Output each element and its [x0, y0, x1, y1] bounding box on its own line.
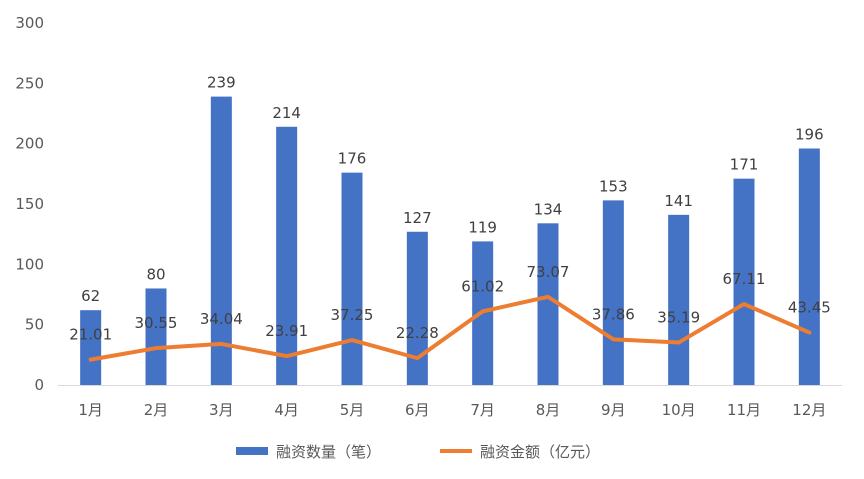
bar-value-label: 62 [81, 287, 100, 305]
x-tick-label: 7月 [470, 401, 495, 419]
x-tick-label: 10月 [662, 401, 696, 419]
x-tick-label: 12月 [792, 401, 826, 419]
bar-value-label: 80 [146, 265, 165, 283]
y-tick-label: 0 [34, 376, 44, 394]
x-tick-label: 1月 [78, 401, 103, 419]
line-value-label: 61.02 [461, 277, 504, 295]
y-tick-label: 50 [25, 316, 44, 334]
y-tick-label: 200 [15, 135, 44, 153]
line-value-label: 67.11 [723, 270, 766, 288]
line-value-label: 35.19 [657, 309, 700, 327]
bar [733, 178, 755, 385]
line-path [88, 294, 812, 362]
x-tick-label: 4月 [274, 401, 299, 419]
bar [537, 223, 559, 385]
legend-label-bar-series: 融资数量（笔） [276, 443, 381, 461]
x-tick-label: 2月 [144, 401, 169, 419]
bar [80, 310, 102, 385]
line-value-label: 23.91 [265, 322, 308, 340]
bar [406, 231, 428, 385]
bar [276, 126, 298, 386]
y-tick-label: 250 [15, 74, 44, 92]
legend: 融资数量（笔） 融资金额（亿元） [236, 443, 600, 461]
bar-series [80, 96, 820, 386]
legend-label-line-series: 融资金额（亿元） [480, 443, 600, 461]
bar [798, 148, 820, 385]
x-tick-label: 3月 [209, 401, 234, 419]
line-value-label: 21.01 [69, 326, 112, 344]
bar-value-label: 141 [664, 192, 693, 210]
x-tick-label: 8月 [536, 401, 561, 419]
line-value-label: 34.04 [200, 310, 243, 328]
bar [602, 200, 624, 385]
bar-value-label: 127 [403, 209, 432, 227]
bar-value-label: 214 [272, 104, 301, 122]
bar [341, 172, 363, 385]
line-data-labels: 21.01 30.55 34.04 23.91 37.25 22.28 61.02 73.07… [69, 263, 831, 344]
bar-value-label: 153 [599, 177, 628, 195]
y-tick-label: 150 [15, 195, 44, 213]
bar [145, 288, 167, 385]
line-value-label: 22.28 [396, 324, 439, 342]
bar-value-label: 119 [468, 218, 497, 236]
bar [210, 96, 232, 386]
x-tick-label: 6月 [405, 401, 430, 419]
bar-value-label: 134 [534, 200, 563, 218]
line-value-label: 73.07 [527, 263, 570, 281]
x-tick-label: 11月 [727, 401, 761, 419]
x-tick-label: 5月 [340, 401, 365, 419]
bar-value-label: 176 [338, 150, 367, 168]
bar-value-label: 239 [207, 74, 236, 92]
line-value-label: 37.25 [331, 306, 374, 324]
bar-value-label: 171 [730, 156, 759, 174]
legend-swatch-bar [236, 447, 268, 455]
y-tick-label: 300 [15, 14, 44, 32]
line-value-label: 43.45 [788, 299, 831, 317]
legend-item-bar-series: 融资数量（笔） [236, 443, 381, 461]
line-value-label: 37.86 [592, 305, 635, 323]
bar [668, 214, 690, 385]
bar-data-labels: 62 80 239 214 176 127 119 134 153 141 171 196 [81, 74, 824, 306]
x-axis-tick-labels: 1月 2月 3月 4月 5月 6月 7月 8月 9月 10月 11月 12月 [78, 401, 826, 419]
bar-value-label: 196 [795, 125, 824, 143]
line-series [88, 294, 812, 362]
line-value-label: 30.55 [135, 314, 178, 332]
y-tick-label: 100 [15, 255, 44, 273]
y-axis-tick-labels: 0 50 100 150 200 250 300 [15, 14, 44, 394]
x-tick-label: 9月 [601, 401, 626, 419]
legend-item-line-series: 融资金额（亿元） [440, 443, 600, 461]
